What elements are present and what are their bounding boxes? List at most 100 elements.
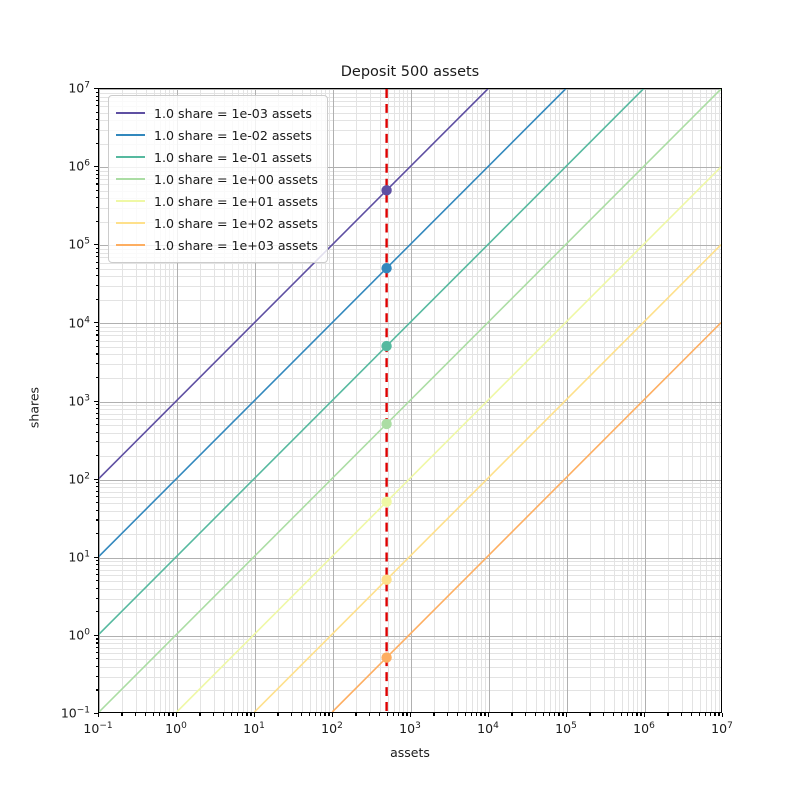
y-tickmark-minor bbox=[95, 482, 98, 484]
legend-item-5[interactable]: 1.0 share = 1e+02 assets bbox=[116, 212, 318, 234]
legend-item-1[interactable]: 1.0 share = 1e-02 assets bbox=[116, 124, 318, 146]
legend-item-label: 1.0 share = 1e-03 assets bbox=[154, 105, 312, 121]
legend-item-label: 1.0 share = 1e+02 assets bbox=[154, 215, 318, 231]
y-tick-label: 107 bbox=[68, 80, 90, 96]
gridline-h-minor bbox=[99, 598, 721, 600]
y-tick-label: 104 bbox=[68, 314, 90, 330]
gridline-h-minor bbox=[99, 346, 721, 348]
y-tickmark-minor bbox=[95, 611, 98, 613]
gridline-h-major bbox=[99, 479, 721, 481]
legend-item-4[interactable]: 1.0 share = 1e+01 assets bbox=[116, 190, 318, 212]
gridline-v-minor bbox=[559, 89, 561, 712]
x-tickmark bbox=[722, 713, 724, 717]
gridline-v-minor bbox=[549, 89, 551, 712]
y-tickmark-minor bbox=[95, 363, 98, 365]
y-tickmark-minor bbox=[95, 597, 98, 599]
gridline-h-minor bbox=[99, 561, 721, 563]
gridline-v-minor bbox=[251, 89, 253, 712]
x-tickmark-minor bbox=[562, 713, 564, 716]
gridline-h-minor bbox=[99, 252, 721, 254]
data-point-marker-2 bbox=[381, 340, 392, 352]
data-point-marker-6 bbox=[381, 652, 392, 663]
page-title: Deposit 500 assets bbox=[340, 64, 480, 80]
y-tickmark-minor bbox=[95, 509, 98, 511]
y-tickmark-minor bbox=[95, 261, 98, 263]
x-tickmark-minor bbox=[447, 713, 449, 716]
legend-item-2[interactable]: 1.0 share = 1e-01 assets bbox=[116, 146, 318, 168]
y-tickmark-minor bbox=[95, 431, 98, 433]
legend-item-0[interactable]: 1.0 share = 1e-03 assets bbox=[116, 102, 318, 124]
gridline-v-major bbox=[99, 89, 100, 712]
y-tickmark-minor bbox=[95, 568, 98, 570]
gridline-h-minor bbox=[99, 639, 721, 641]
legend-item-6[interactable]: 1.0 share = 1e+03 assets bbox=[116, 234, 318, 256]
gridline-v-minor bbox=[398, 89, 400, 712]
gridline-v-minor bbox=[403, 89, 405, 712]
x-tickmark-minor bbox=[718, 713, 720, 716]
y-tickmark-minor bbox=[95, 247, 98, 249]
y-tickmark-minor bbox=[95, 206, 98, 209]
series-line-4 bbox=[176, 166, 721, 712]
gridline-v-minor bbox=[325, 89, 327, 712]
y-tickmark-minor bbox=[95, 329, 98, 332]
y-tickmark-minor bbox=[95, 173, 98, 175]
y-tickmark-minor bbox=[95, 652, 98, 654]
gridline-v-minor bbox=[535, 89, 537, 712]
x-tickmark-minor bbox=[291, 713, 293, 716]
gridline-h-minor bbox=[99, 184, 721, 186]
x-tickmark-minor bbox=[121, 713, 123, 716]
y-tickmark-minor bbox=[95, 111, 98, 113]
gridline-v-minor bbox=[200, 89, 202, 712]
x-tickmark-minor bbox=[168, 713, 170, 716]
y-tickmark-minor bbox=[95, 408, 98, 410]
x-tickmark-minor bbox=[158, 713, 160, 716]
x-tick-label: 107 bbox=[711, 721, 733, 737]
y-tickmark-minor bbox=[95, 142, 98, 144]
gridline-v-minor bbox=[627, 89, 629, 712]
gridline-h-minor bbox=[99, 491, 721, 493]
gridline-h-minor bbox=[99, 405, 721, 407]
x-tickmark-minor bbox=[690, 713, 693, 716]
gridline-v-minor bbox=[481, 89, 483, 712]
gridline-v-minor bbox=[223, 89, 225, 712]
y-tickmark-minor bbox=[95, 334, 98, 336]
legend[interactable]: 1.0 share = 1e-03 assets 1.0 share = 1e-0… bbox=[108, 95, 328, 263]
gridline-h-minor bbox=[99, 643, 721, 645]
gridline-v-minor bbox=[448, 89, 450, 712]
gridline-v-minor bbox=[699, 89, 701, 712]
data-point-marker-3 bbox=[381, 418, 392, 430]
legend-color-swatch bbox=[116, 156, 145, 158]
series-line-3 bbox=[99, 89, 721, 712]
x-tickmark-minor bbox=[475, 713, 477, 716]
legend-item-3[interactable]: 1.0 share = 1e+00 assets bbox=[116, 168, 318, 190]
y-tickmark-minor bbox=[95, 502, 98, 504]
legend-color-swatch bbox=[116, 178, 145, 180]
gridline-v-minor bbox=[214, 89, 216, 712]
x-tickmark-minor bbox=[456, 713, 459, 716]
gridline-v-minor bbox=[476, 89, 478, 712]
gridline-h-minor bbox=[99, 262, 721, 264]
gridline-v-minor bbox=[393, 89, 395, 712]
y-tickmark-minor bbox=[95, 486, 98, 488]
y-tick-label: 10−1 bbox=[60, 705, 90, 721]
gridline-h-minor bbox=[99, 377, 721, 379]
x-tick-label: 100 bbox=[165, 721, 187, 737]
gridline-h-minor bbox=[99, 534, 721, 536]
gridline-h-minor bbox=[99, 286, 721, 288]
x-tick-label: 105 bbox=[555, 721, 577, 737]
x-tickmark-minor bbox=[620, 713, 622, 716]
y-tickmark-minor bbox=[95, 100, 98, 102]
gridline-h-minor bbox=[99, 112, 721, 114]
x-tickmark-minor bbox=[525, 713, 527, 716]
x-tick-label: 102 bbox=[321, 721, 343, 737]
x-tickmark-minor bbox=[172, 713, 174, 716]
x-tickmark-minor bbox=[548, 713, 550, 716]
gridline-h-minor bbox=[99, 690, 721, 692]
x-tickmark-minor bbox=[589, 713, 591, 716]
x-tickmark bbox=[410, 713, 412, 717]
y-tickmark-minor bbox=[95, 376, 98, 379]
y-axis-label: shares bbox=[26, 386, 42, 429]
x-tickmark-minor bbox=[308, 713, 310, 716]
gridline-h-minor bbox=[99, 659, 721, 661]
